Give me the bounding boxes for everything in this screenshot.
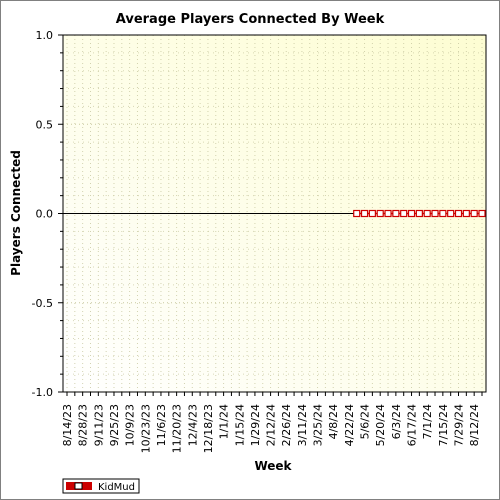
data-point: [462, 209, 470, 218]
data-point: [431, 209, 439, 218]
data-point: [423, 209, 431, 218]
x-tick-label: 4/22/24: [343, 404, 356, 446]
x-tick-label: 1/15/24: [233, 404, 246, 446]
chart-title: Average Players Connected By Week: [116, 12, 385, 27]
data-point: [368, 209, 376, 218]
x-tick-label: 8/12/24: [468, 404, 481, 446]
x-tick-label: 4/8/24: [327, 404, 340, 439]
legend-label: KidMud: [98, 482, 135, 493]
y-tick-label: -1.0: [32, 386, 53, 399]
x-axis-title: Week: [254, 459, 292, 473]
data-point: [400, 209, 408, 218]
x-tick-label: 6/17/24: [406, 404, 419, 446]
x-tick-label: 12/18/23: [202, 404, 215, 453]
data-point: [360, 209, 369, 218]
y-tick-label: 0.5: [36, 118, 54, 131]
x-tick-label: 11/20/23: [171, 404, 184, 453]
x-tick-label: 1/1/24: [218, 404, 231, 439]
x-tick-label: 7/29/24: [453, 404, 466, 446]
y-tick-label: 1.0: [36, 29, 54, 42]
x-tick-labels: 8/14/23 8/28/23 9/11/23 9/25/23 10/9/23 10/23…: [61, 404, 481, 453]
data-point: [407, 209, 416, 218]
series-layer: [353, 209, 486, 218]
x-tick-label: 2/12/24: [265, 404, 278, 446]
y-tick-label: 0.0: [36, 208, 54, 221]
y-tick-labels: 1.0 0.5 0.0 -0.5 -1.0: [32, 29, 53, 399]
x-tick-label: 3/25/24: [312, 404, 325, 446]
x-tick-label: 8/14/23: [61, 404, 74, 446]
data-point: [470, 209, 478, 218]
x-tick-label: 12/4/23: [186, 404, 199, 446]
x-tick-label: 1/29/24: [249, 404, 262, 446]
data-point: [376, 209, 384, 218]
data-point: [392, 209, 400, 218]
x-tick-label: 6/3/24: [390, 404, 403, 439]
x-tick-label: 10/9/23: [124, 404, 137, 446]
x-tick-label: 2/26/24: [280, 404, 293, 446]
x-tick-label: 5/6/24: [359, 404, 372, 439]
data-point: [447, 209, 455, 218]
data-point: [454, 209, 463, 218]
x-tick-label: 7/1/24: [421, 404, 434, 439]
data-point: [384, 209, 392, 218]
data-point: [415, 209, 423, 218]
y-tick-label: -0.5: [32, 297, 53, 310]
x-tick-label: 11/6/23: [155, 404, 168, 446]
y-axis-title: Players Connected: [9, 150, 23, 276]
data-point: [478, 209, 486, 218]
x-tick-label: 3/11/24: [296, 404, 309, 446]
x-tick-label: 7/15/24: [437, 404, 450, 446]
x-tick-label: 5/20/24: [374, 404, 387, 446]
x-tick-label: 10/23/23: [139, 404, 152, 453]
x-tick-label: 8/28/23: [77, 404, 90, 446]
legend: KidMud: [62, 478, 140, 494]
data-point: [439, 209, 447, 218]
legend-marker: [74, 482, 83, 490]
x-tick-label: 9/25/23: [108, 404, 121, 446]
data-point: [353, 209, 361, 218]
x-tick-label: 9/11/23: [92, 404, 105, 446]
